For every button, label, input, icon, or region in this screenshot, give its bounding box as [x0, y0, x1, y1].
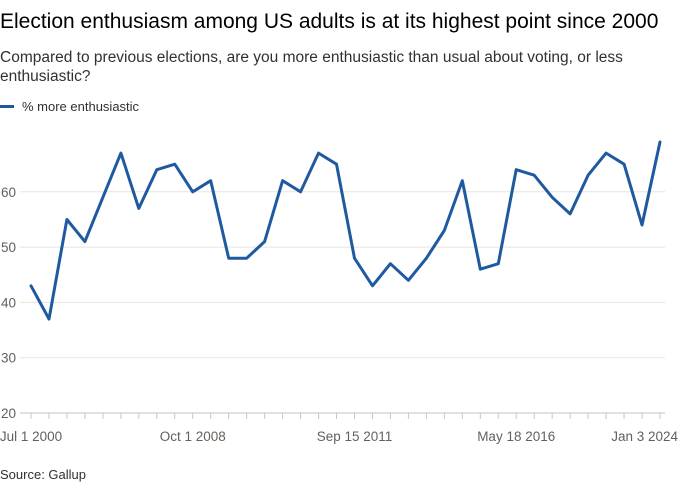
x-tick-label: Sep 15 2011 — [317, 429, 393, 444]
x-tick-label: May 18 2016 — [477, 429, 555, 444]
legend-swatch — [0, 104, 14, 108]
y-tick-label: 20 — [1, 406, 16, 421]
y-tick-label: 30 — [1, 351, 16, 366]
y-tick-label: 40 — [1, 295, 16, 310]
chart-subtitle: Compared to previous elections, are you … — [0, 49, 623, 85]
y-tick-label: 50 — [1, 240, 16, 255]
series-line-more-enthusiastic — [29, 140, 662, 321]
x-tick-label: Oct 1 2008 — [160, 429, 226, 444]
legend-label: % more enthusiastic — [22, 98, 140, 114]
source-note: Source: Gallup — [0, 467, 86, 482]
legend: % more enthusiastic — [0, 98, 139, 114]
y-tick-label: 60 — [1, 185, 16, 200]
x-tick-label: Jan 3 2024 — [611, 429, 678, 444]
x-tick-label: Jul 1 2000 — [0, 429, 62, 444]
chart-title: Election enthusiasm among US adults is a… — [0, 10, 659, 33]
